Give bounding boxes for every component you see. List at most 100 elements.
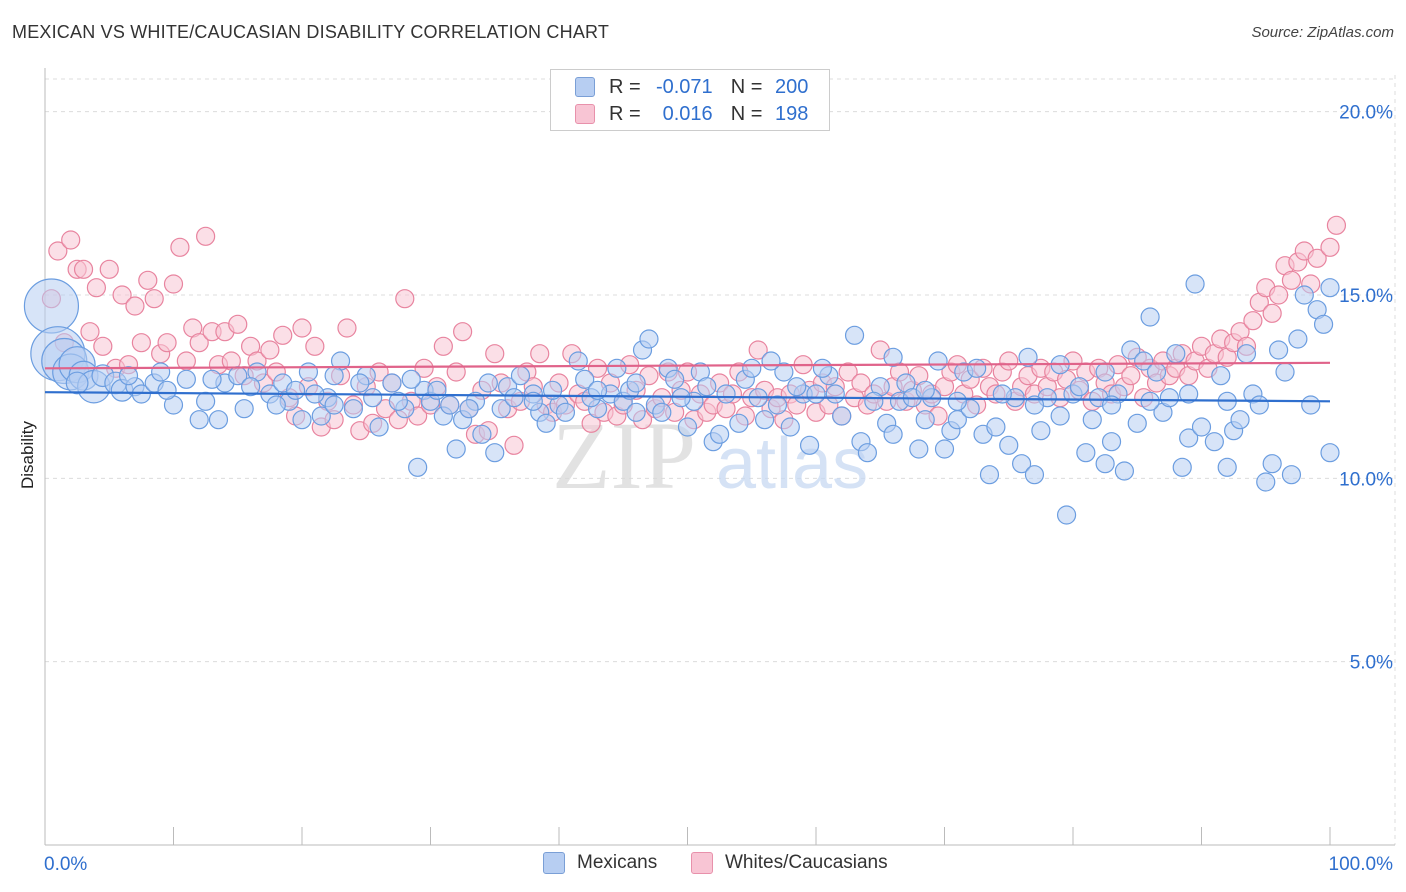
mexican-point	[780, 417, 800, 437]
white-caucasian-point	[138, 270, 158, 290]
white-caucasian-point	[453, 322, 473, 342]
mexican-point	[697, 377, 717, 397]
mexican-point	[1313, 314, 1334, 334]
white-caucasian-point	[1121, 366, 1141, 386]
white-caucasian-point	[1243, 311, 1263, 331]
white-caucasian-point	[1262, 303, 1282, 323]
mexican-point	[883, 424, 903, 444]
mexican-point	[626, 373, 646, 393]
mexican-point	[504, 388, 524, 408]
white-caucasian-point	[131, 333, 151, 353]
y-tick-label: 20.0%	[1339, 103, 1393, 124]
mexican-point	[485, 443, 505, 463]
mexican-point	[883, 347, 903, 367]
mexican-point	[1320, 443, 1340, 463]
mexican-point	[934, 439, 955, 459]
mexican-point	[491, 399, 511, 419]
mexican-point	[176, 369, 196, 389]
mexican-point	[710, 424, 730, 444]
mexican-point	[1101, 432, 1122, 452]
white-caucasian-point	[112, 285, 132, 305]
mexican-point	[1159, 388, 1179, 408]
mexican-point	[1281, 465, 1302, 485]
mexican-point	[343, 399, 363, 419]
tick-labels: 5.0% 10.0% 15.0% 20.0% 0.0% 100.0%	[44, 103, 1393, 875]
white-caucasian-point	[414, 358, 434, 378]
mexican-point	[587, 380, 608, 400]
mexican-point	[639, 329, 659, 349]
legend-r-label: R =	[609, 75, 641, 98]
white-caucasian-point	[73, 259, 94, 279]
mexican-point	[979, 465, 1000, 485]
mexican-point	[369, 417, 389, 437]
mexican-point	[324, 395, 344, 415]
bottom-legend-label-mexicans: Mexicans	[577, 852, 658, 873]
mexican-point	[1320, 278, 1340, 298]
white-caucasian-point	[99, 259, 119, 279]
mexican-point	[986, 417, 1006, 437]
mexican-point	[459, 399, 479, 419]
mexican-point	[1024, 465, 1045, 485]
mexican-point	[909, 439, 929, 459]
mexican-point	[478, 373, 498, 393]
mexican-point	[864, 391, 884, 411]
white-caucasian-point	[504, 435, 524, 455]
white-caucasian-point	[144, 289, 164, 309]
white-caucasian-points	[41, 215, 1347, 455]
mexican-point	[1236, 344, 1257, 364]
mexican-point	[510, 366, 531, 386]
mexican-point	[1140, 307, 1160, 327]
mexican-point	[1166, 344, 1186, 364]
mexican-point	[23, 278, 80, 334]
mexican-point	[324, 366, 344, 386]
legend-n-label: N =	[730, 102, 763, 125]
mexican-point	[716, 384, 736, 404]
white-caucasian-point	[93, 336, 113, 356]
mexican-point	[1204, 432, 1224, 452]
bottom-legend-mexicans: Mexicans	[543, 852, 657, 874]
mexican-point	[298, 362, 319, 382]
mexican-point	[1076, 443, 1096, 463]
mexican-point	[761, 351, 781, 371]
mexican-point	[1301, 395, 1321, 415]
mexican-point	[401, 369, 421, 389]
mexican-point	[1211, 366, 1231, 386]
correlation-legend: R = -0.071 N = 200 R = 0.016 N = 198	[550, 69, 830, 131]
mexican-point	[446, 439, 466, 459]
mexican-point	[65, 371, 89, 395]
y-tick-label: 5.0%	[1350, 653, 1393, 674]
mexican-point	[1056, 505, 1077, 525]
chart-title: MEXICAN VS WHITE/CAUCASIAN DISABILITY CO…	[12, 22, 610, 42]
white-caucasian-trend-line	[44, 361, 1331, 370]
mexican-point	[665, 369, 685, 389]
mexican-point	[1018, 347, 1038, 367]
legend-row-whites: R = 0.016 N = 198	[575, 101, 808, 127]
mexican-point	[1217, 457, 1237, 477]
mexican-point	[1268, 340, 1289, 360]
white-caucasian-point	[337, 318, 357, 338]
mexican-point	[408, 457, 428, 477]
legend-n-label: N =	[730, 75, 763, 98]
mexican-point	[151, 362, 171, 382]
legend-r-value: -0.071	[655, 75, 713, 98]
mexican-point	[1031, 421, 1051, 441]
x-tick-label: 0.0%	[44, 854, 87, 875]
axis-layer	[44, 68, 1395, 846]
white-caucasian-point	[1307, 248, 1327, 268]
mexican-point	[1230, 410, 1250, 430]
bottom-legend-label-whites: Whites/Caucasians	[725, 852, 888, 873]
mexican-point	[742, 358, 762, 378]
mexican-point	[388, 391, 408, 411]
x-tick-label: 100.0%	[1329, 854, 1394, 875]
white-caucasian-point	[999, 351, 1019, 371]
mexican-point	[555, 402, 576, 422]
mexican-point	[799, 435, 820, 455]
white-caucasian-point	[1326, 215, 1347, 235]
mexican-point	[1294, 285, 1314, 305]
mexican-point	[754, 410, 775, 430]
mexican-point	[825, 384, 845, 404]
white-caucasian-point	[1320, 237, 1340, 257]
mexican-point	[1134, 351, 1154, 371]
white-caucasian-point	[273, 325, 293, 345]
bottom-legend-swatch-mexicans	[543, 852, 565, 874]
